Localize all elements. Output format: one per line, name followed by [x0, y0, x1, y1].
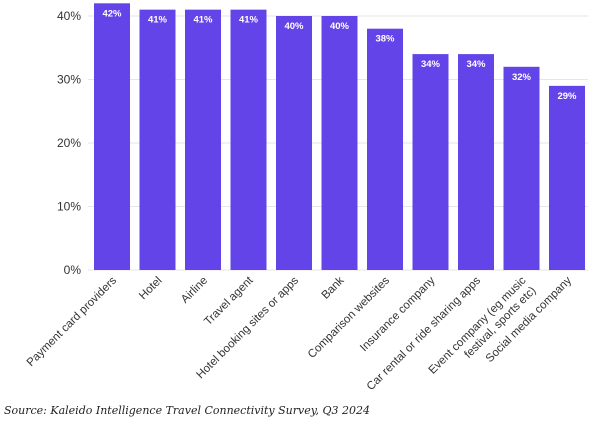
- bar: [276, 16, 312, 270]
- data-label: 29%: [557, 91, 577, 102]
- data-label: 34%: [421, 59, 441, 70]
- bar: [185, 9, 221, 271]
- y-axis-tick-labels: 0% 10% 20% 30% 40%: [57, 9, 81, 277]
- bar: [94, 3, 130, 271]
- data-label: 41%: [148, 15, 168, 26]
- x-tick-label: Insurance company: [358, 274, 438, 354]
- bar: [321, 16, 358, 270]
- source-note: Source: Kaleido Intelligence Travel Conn…: [4, 404, 371, 417]
- x-tick-label: Payment card providers: [25, 274, 120, 369]
- y-tick-label: 20%: [57, 136, 81, 150]
- data-label: 32%: [512, 72, 532, 83]
- bar: [503, 66, 540, 270]
- bars: [94, 3, 585, 271]
- x-tick-label: Bank: [320, 274, 347, 301]
- data-label: 38%: [375, 34, 395, 45]
- bar: [139, 9, 176, 271]
- y-tick-label: 40%: [57, 9, 81, 23]
- data-label: 42%: [102, 8, 122, 19]
- y-tick-label: 0%: [64, 263, 82, 277]
- data-label: 34%: [466, 59, 486, 70]
- bar: [458, 54, 494, 270]
- bar-chart: 0% 10% 20% 30% 40% 42% 41% 41% 41% 40% 40% 38% 34% 3…: [25, 3, 588, 393]
- data-label: 41%: [193, 15, 213, 26]
- bar: [549, 85, 585, 270]
- y-tick-label: 30%: [57, 73, 81, 87]
- x-tick-label: Comparison websites: [306, 274, 392, 360]
- x-tick-label: Airline: [179, 275, 210, 306]
- data-labels: 42% 41% 41% 41% 40% 40% 38% 34% 34% 32% 29%: [102, 8, 577, 102]
- bar: [412, 54, 449, 270]
- y-tick-label: 10%: [57, 200, 81, 214]
- data-label: 40%: [284, 21, 304, 32]
- data-label: 41%: [239, 15, 259, 26]
- x-tick-label: Hotel: [137, 275, 164, 302]
- bar: [367, 28, 403, 271]
- data-label: 40%: [330, 21, 350, 32]
- x-axis-tick-labels: Payment card providers Hotel AirlineTravel…: [25, 274, 575, 393]
- bar: [230, 9, 267, 271]
